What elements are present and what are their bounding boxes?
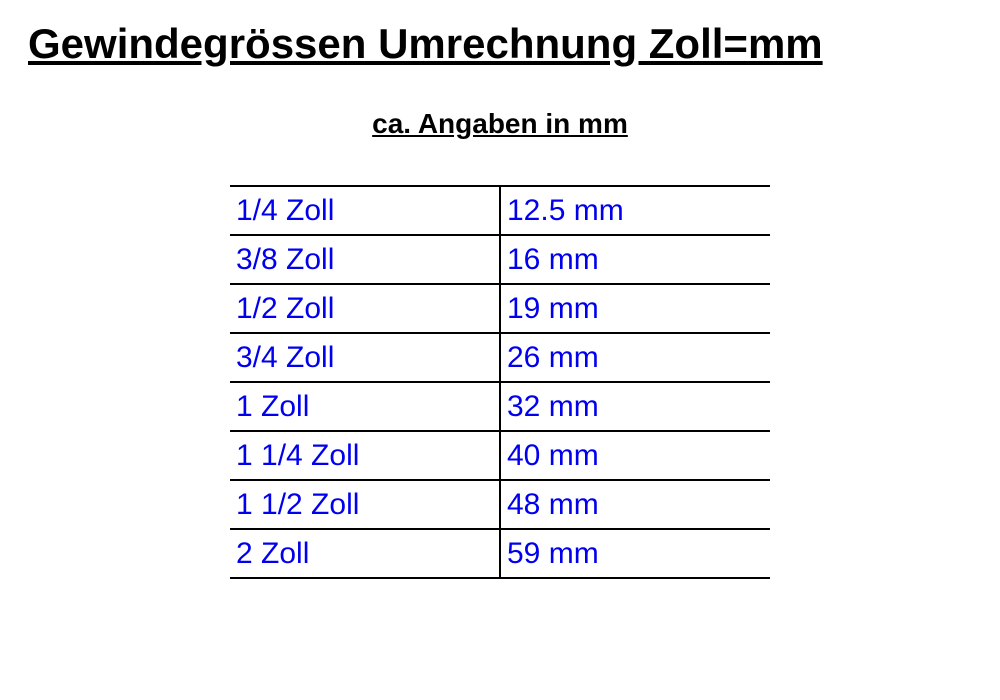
- table-row: 3/4 Zoll 26 mm: [230, 333, 770, 382]
- conversion-table: 1/4 Zoll 12.5 mm 3/8 Zoll 16 mm 1/2 Zoll…: [230, 185, 770, 579]
- table-row: 1 Zoll 32 mm: [230, 382, 770, 431]
- table-row: 1/2 Zoll 19 mm: [230, 284, 770, 333]
- cell-zoll: 1 1/4 Zoll: [230, 431, 500, 480]
- cell-mm: 16 mm: [500, 235, 770, 284]
- table-row: 1 1/4 Zoll 40 mm: [230, 431, 770, 480]
- cell-zoll: 1 Zoll: [230, 382, 500, 431]
- cell-zoll: 1/4 Zoll: [230, 186, 500, 235]
- table-row: 2 Zoll 59 mm: [230, 529, 770, 578]
- cell-mm: 59 mm: [500, 529, 770, 578]
- page-subtitle: ca. Angaben in mm: [0, 108, 1000, 140]
- cell-mm: 32 mm: [500, 382, 770, 431]
- page-title: Gewindegrössen Umrechnung Zoll=mm: [0, 20, 1000, 68]
- table-row: 1/4 Zoll 12.5 mm: [230, 186, 770, 235]
- cell-zoll: 1/2 Zoll: [230, 284, 500, 333]
- cell-mm: 12.5 mm: [500, 186, 770, 235]
- cell-zoll: 1 1/2 Zoll: [230, 480, 500, 529]
- cell-mm: 48 mm: [500, 480, 770, 529]
- table-row: 1 1/2 Zoll 48 mm: [230, 480, 770, 529]
- cell-mm: 26 mm: [500, 333, 770, 382]
- cell-zoll: 2 Zoll: [230, 529, 500, 578]
- table-row: 3/8 Zoll 16 mm: [230, 235, 770, 284]
- cell-zoll: 3/8 Zoll: [230, 235, 500, 284]
- cell-mm: 19 mm: [500, 284, 770, 333]
- cell-mm: 40 mm: [500, 431, 770, 480]
- cell-zoll: 3/4 Zoll: [230, 333, 500, 382]
- table-container: 1/4 Zoll 12.5 mm 3/8 Zoll 16 mm 1/2 Zoll…: [0, 185, 1000, 579]
